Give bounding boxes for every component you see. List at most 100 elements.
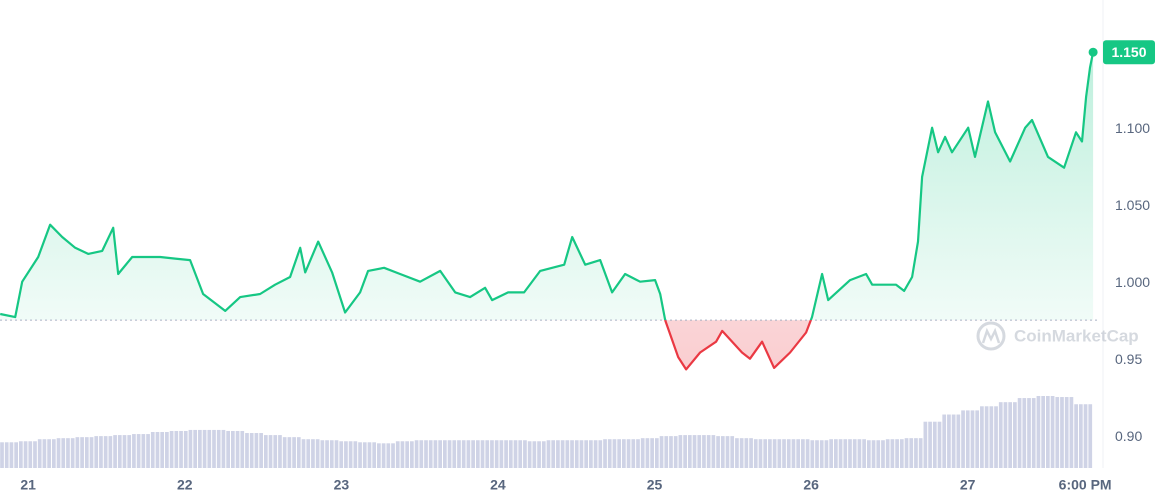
volume-bar — [984, 406, 989, 468]
volume-bar — [282, 437, 287, 468]
x-tick-label: 23 — [334, 477, 350, 493]
volume-bar — [881, 440, 885, 468]
volume-bar — [956, 414, 961, 468]
volume-bar — [556, 440, 560, 468]
volume-bar — [838, 439, 843, 468]
volume-bar — [47, 439, 51, 468]
volume-bar — [1064, 397, 1069, 468]
volume-bar — [659, 436, 664, 468]
volume-bar — [1074, 404, 1078, 468]
volume-bar — [117, 435, 122, 468]
y-tick-label: 1.100 — [1115, 120, 1150, 136]
volume-bar — [758, 439, 763, 468]
volume-bar — [636, 439, 640, 468]
x-tick-label: 26 — [803, 477, 819, 493]
volume-bar — [136, 434, 141, 468]
volume-bar — [598, 440, 603, 468]
y-tick-label: 1.050 — [1115, 197, 1150, 213]
volume-bar — [801, 439, 805, 468]
volume-bar — [768, 439, 772, 468]
volume-bar — [570, 440, 574, 468]
volume-bar — [918, 438, 923, 468]
volume-bar — [66, 438, 70, 468]
volume-bar — [94, 436, 99, 468]
volume-bar — [1069, 397, 1074, 468]
volume-bar — [226, 430, 230, 468]
volume-bar — [457, 440, 461, 468]
volume-bar — [716, 436, 720, 468]
volume-bar — [857, 439, 862, 468]
volume-bar — [51, 439, 56, 468]
volume-bar — [923, 421, 928, 468]
volume-bar — [245, 433, 249, 468]
volume-bar — [428, 440, 433, 468]
volume-bar — [216, 429, 221, 468]
volume-bar — [998, 402, 1003, 468]
volume-bar — [1022, 398, 1027, 468]
volume-bar — [320, 440, 325, 468]
volume-bar — [546, 440, 551, 468]
volume-bar — [819, 440, 824, 468]
volume-bar — [212, 429, 216, 468]
volume-bar — [165, 432, 169, 468]
volume-bar — [179, 430, 183, 468]
volume-bar — [909, 438, 914, 468]
volume-bar — [791, 439, 796, 468]
volume-bar — [122, 435, 127, 468]
volume-bar — [103, 436, 108, 468]
volume-bar — [951, 414, 956, 468]
volume-bar — [268, 435, 273, 468]
volume-bar — [278, 435, 282, 468]
volume-bar — [362, 442, 367, 468]
volume-bar — [744, 438, 749, 468]
volume-bar — [1017, 398, 1022, 468]
volume-bar — [928, 421, 932, 468]
volume-bar — [810, 440, 815, 468]
volume-bar — [1078, 404, 1083, 468]
volume-bar — [1027, 398, 1031, 468]
volume-bar — [1003, 402, 1008, 468]
volume-bar — [475, 440, 480, 468]
y-tick-label: 0.90 — [1115, 428, 1142, 444]
volume-bar — [532, 441, 537, 468]
volume-bar — [914, 438, 918, 468]
volume-bar — [537, 441, 541, 468]
volume-bar — [292, 437, 296, 468]
volume-bar — [735, 438, 739, 468]
volume-bar — [725, 436, 730, 468]
volume-bar — [645, 438, 650, 468]
x-tick-label: 6:00 PM — [1059, 477, 1112, 493]
volume-bar — [739, 438, 744, 468]
volume-bar — [980, 406, 984, 468]
volume-bar — [824, 440, 829, 468]
volume-bar — [56, 438, 61, 468]
volume-bar — [720, 436, 725, 468]
volume-bar — [80, 437, 84, 468]
price-line-up — [0, 51, 1095, 321]
x-tick-label: 24 — [490, 477, 506, 493]
volume-bar — [410, 441, 414, 468]
volume-bar — [683, 435, 687, 468]
volume-bar — [221, 429, 226, 468]
volume-bar — [1060, 397, 1064, 468]
volume-bar — [287, 437, 292, 468]
volume-bar — [904, 438, 909, 468]
volume-bar — [834, 439, 838, 468]
volume-bar — [230, 430, 235, 468]
volume-bar — [263, 435, 268, 468]
volume-bar — [1013, 402, 1017, 468]
volume-bar — [377, 443, 381, 468]
volume-bar — [296, 437, 301, 468]
volume-bar — [155, 432, 160, 468]
volume-bar — [89, 437, 94, 468]
volume-bar — [669, 436, 673, 468]
volume-bar — [763, 439, 768, 468]
volume-bar — [541, 441, 546, 468]
volume-bar — [504, 440, 508, 468]
volume-bar — [1055, 397, 1060, 468]
volume-bar — [697, 435, 702, 468]
volume-bar — [99, 436, 103, 468]
volume-bar — [306, 439, 311, 468]
volume-bar — [631, 439, 636, 468]
